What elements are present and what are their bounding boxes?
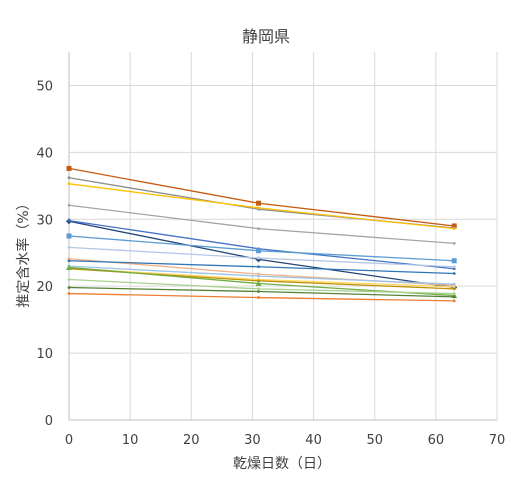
data-point — [452, 267, 456, 271]
data-point — [66, 233, 72, 239]
data-point — [452, 285, 456, 289]
series-8 — [67, 245, 456, 269]
data-point — [67, 176, 71, 180]
data-point — [257, 256, 260, 260]
data-point — [452, 265, 456, 269]
data-point — [257, 290, 260, 293]
data-point — [452, 227, 456, 231]
x-tick-label: 0 — [65, 433, 73, 448]
x-axis-title: 乾燥日数（日） — [233, 456, 331, 472]
data-point — [67, 259, 71, 263]
series-group — [66, 165, 458, 303]
y-tick-label: 10 — [36, 347, 53, 362]
data-point — [452, 241, 456, 245]
x-tick-label: 50 — [366, 433, 383, 448]
series-4 — [67, 203, 456, 245]
data-point — [67, 219, 71, 223]
data-point — [257, 206, 260, 210]
gridlines — [69, 52, 498, 420]
y-axis-title: 推定含水率（%） — [15, 196, 32, 307]
series-11 — [67, 264, 456, 286]
x-tick-label: 10 — [122, 433, 139, 448]
x-tick-label: 40 — [305, 433, 322, 448]
x-tick-label: 30 — [244, 433, 261, 448]
y-tick-label: 20 — [36, 280, 53, 295]
data-point — [257, 296, 260, 299]
data-point — [67, 203, 71, 207]
y-tick-label: 30 — [36, 213, 53, 228]
data-point — [67, 257, 71, 261]
chart-title: 静岡県 — [242, 27, 290, 46]
data-point — [451, 258, 457, 264]
data-point — [452, 299, 456, 303]
series-3 — [67, 182, 456, 231]
data-point — [255, 280, 262, 287]
data-point — [67, 245, 71, 249]
series-17 — [67, 292, 456, 303]
data-point — [257, 227, 260, 231]
y-tick-label: 50 — [36, 79, 53, 94]
x-tick-label: 70 — [489, 433, 506, 448]
series-15 — [67, 278, 456, 295]
data-point — [451, 223, 457, 229]
data-point — [67, 278, 71, 281]
data-point — [257, 265, 260, 269]
data-point — [257, 274, 260, 278]
tick-labels: 0 10 20 30 40 50 60 70 0 10 20 30 40 50 — [36, 79, 505, 448]
data-point — [452, 272, 456, 275]
data-point — [452, 295, 456, 299]
x-tick-label: 20 — [183, 433, 200, 448]
series-1 — [66, 165, 457, 229]
data-point — [452, 292, 456, 295]
data-point — [257, 287, 260, 291]
data-point — [67, 286, 71, 289]
data-point — [66, 165, 72, 171]
data-point — [256, 248, 262, 254]
series-16 — [67, 286, 456, 299]
data-point — [452, 282, 456, 286]
data-point — [66, 264, 72, 270]
y-tick-label: 0 — [45, 414, 53, 429]
series-7 — [66, 233, 457, 264]
data-point — [67, 182, 71, 186]
series-10 — [67, 259, 456, 275]
data-point — [257, 272, 260, 276]
data-point — [67, 292, 71, 295]
data-point — [452, 287, 456, 291]
x-tick-label: 60 — [428, 433, 445, 448]
y-tick-label: 40 — [36, 146, 53, 161]
data-point — [256, 200, 262, 206]
